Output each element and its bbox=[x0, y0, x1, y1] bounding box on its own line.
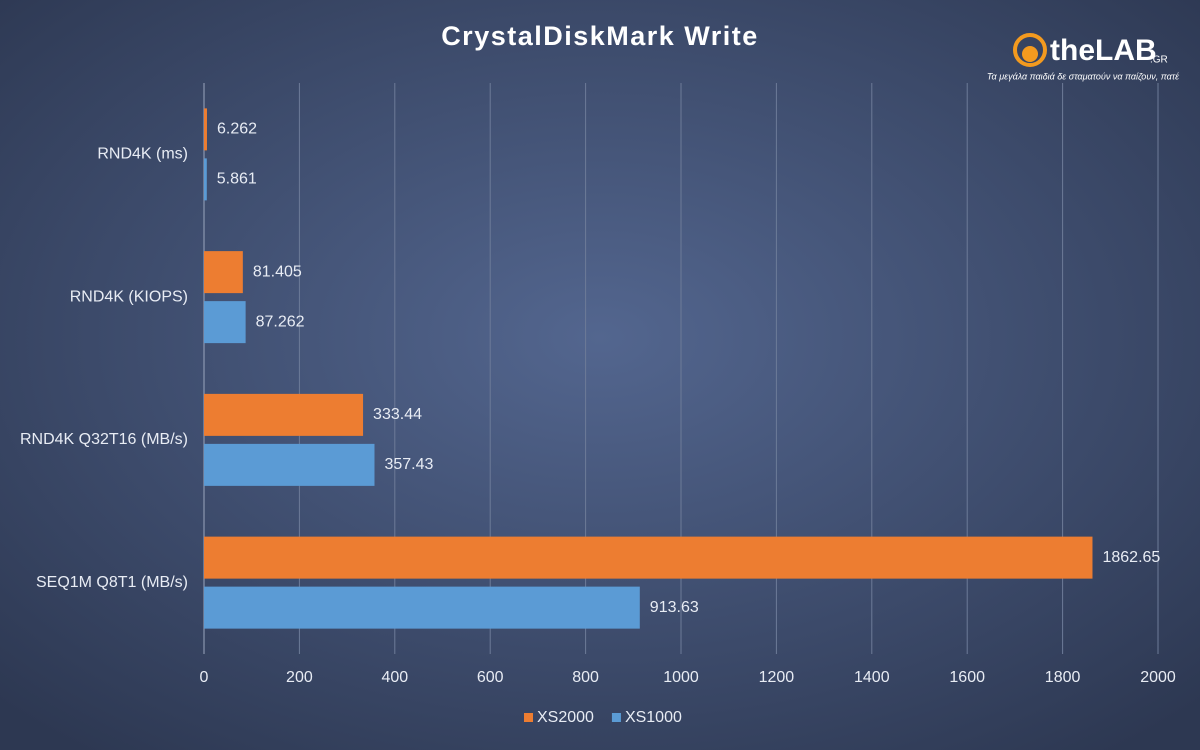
x-tick-label: 600 bbox=[477, 669, 504, 686]
legend-swatch bbox=[524, 713, 533, 722]
data-label: 81.405 bbox=[253, 263, 302, 280]
bar bbox=[204, 536, 1093, 579]
bar bbox=[204, 108, 207, 151]
data-label: 5.861 bbox=[217, 171, 257, 188]
logo: theLAB .GR Τα μεγάλα παιδιά δε σταματούν… bbox=[987, 33, 1180, 81]
data-label: 6.262 bbox=[217, 121, 257, 138]
y-tick-label: RND4K (ms) bbox=[97, 146, 188, 163]
x-tick-label: 0 bbox=[200, 669, 209, 686]
bar bbox=[204, 158, 207, 201]
logo-domain: .GR bbox=[1150, 55, 1168, 66]
x-tick-label: 1800 bbox=[1045, 669, 1081, 686]
y-tick-label: SEQ1M Q8T1 (MB/s) bbox=[36, 574, 188, 591]
legend-swatch bbox=[611, 713, 621, 722]
data-label: 357.43 bbox=[384, 456, 433, 473]
logo-name: theLAB bbox=[1050, 34, 1157, 67]
x-tick-label: 1200 bbox=[759, 669, 795, 686]
data-label: 333.44 bbox=[373, 406, 422, 423]
y-tick-label: RND4K Q32T16 (MB/s) bbox=[20, 431, 188, 448]
logo-icon bbox=[1013, 33, 1047, 67]
chart-title: CrystalDiskMark Write bbox=[441, 21, 759, 51]
bar bbox=[204, 251, 243, 294]
bar bbox=[204, 301, 246, 344]
x-tick-label: 800 bbox=[572, 669, 599, 686]
x-tick-label: 1000 bbox=[663, 669, 699, 686]
logo-tagline: Τα μεγάλα παιδιά δε σταματούν να παίζουν… bbox=[987, 71, 1180, 81]
bar bbox=[204, 443, 375, 486]
data-label: 913.63 bbox=[650, 599, 699, 616]
x-tick-label: 200 bbox=[286, 669, 313, 686]
bar bbox=[204, 586, 640, 629]
x-tick-label: 400 bbox=[381, 669, 408, 686]
x-tick-label: 2000 bbox=[1140, 669, 1176, 686]
legend-label: XS2000 bbox=[537, 709, 594, 726]
x-tick-label: 1600 bbox=[949, 669, 985, 686]
y-tick-label: RND4K (KIOPS) bbox=[70, 288, 188, 305]
data-label: 1862.65 bbox=[1102, 549, 1160, 566]
legend-label: XS1000 bbox=[625, 709, 682, 726]
bar bbox=[204, 393, 364, 436]
x-tick-label: 1400 bbox=[854, 669, 890, 686]
data-label: 87.262 bbox=[256, 313, 305, 330]
logo-icon bbox=[1022, 46, 1038, 62]
